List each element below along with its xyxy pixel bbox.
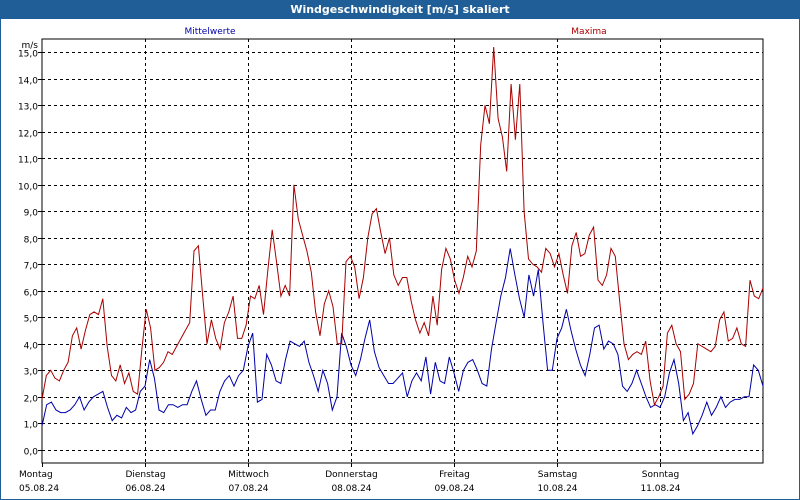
x-day-label: Mittwoch — [228, 470, 269, 480]
y-tick-label: 3,0 — [24, 368, 39, 378]
y-axis-label: m/s — [22, 41, 39, 51]
y-tick-label: 8,0 — [24, 236, 39, 246]
x-day-label: Samstag — [538, 470, 577, 480]
x-date-label: 09.08.24 — [434, 484, 474, 494]
x-day-label: Sonntag — [642, 470, 679, 480]
y-tick-label: 0,0 — [24, 448, 39, 458]
y-tick-label: 7,0 — [24, 262, 39, 272]
chart-title: Windgeschwindigkeit [m/s] skaliert — [1, 1, 799, 19]
x-day-label: Dienstag — [125, 470, 165, 480]
y-tick-label: 14,0 — [18, 77, 38, 87]
y-tick-label: 1,0 — [24, 421, 39, 431]
y-tick-label: 13,0 — [18, 103, 38, 113]
x-date-label: 05.08.24 — [19, 484, 59, 494]
x-day-label: Donnerstag — [325, 470, 378, 480]
y-tick-label: 12,0 — [18, 130, 38, 140]
x-day-label: Montag — [19, 470, 53, 480]
x-date-label: 08.08.24 — [331, 484, 371, 494]
series-line-mean — [41, 248, 764, 436]
y-tick-label: 6,0 — [24, 289, 39, 299]
y-tick-label: 11,0 — [18, 156, 38, 166]
series-label-max: Maxima — [571, 27, 606, 37]
y-tick-label: 15,0 — [18, 50, 38, 60]
series-label-mean: Mittelwerte — [184, 27, 235, 37]
y-tick-label: 4,0 — [24, 342, 39, 352]
x-date-label: 10.08.24 — [537, 484, 577, 494]
x-date-label: 07.08.24 — [228, 484, 268, 494]
series-line-max — [41, 46, 764, 407]
x-date-label: 06.08.24 — [125, 484, 165, 494]
plot-area — [41, 38, 764, 464]
y-tick-label: 5,0 — [24, 315, 39, 325]
y-tick-label: 2,0 — [24, 395, 39, 405]
y-tick-label: 10,0 — [18, 183, 38, 193]
y-tick-label: 9,0 — [24, 209, 39, 219]
x-day-label: Freitag — [439, 470, 470, 480]
x-date-label: 11.08.24 — [640, 484, 680, 494]
